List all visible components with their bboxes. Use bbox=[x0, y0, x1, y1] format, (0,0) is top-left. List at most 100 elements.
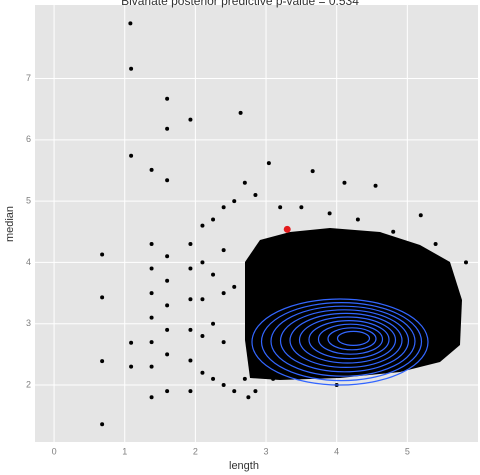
observed-point bbox=[283, 225, 291, 233]
point bbox=[149, 395, 154, 400]
point bbox=[266, 161, 271, 166]
point bbox=[165, 389, 170, 394]
point bbox=[221, 248, 226, 253]
point bbox=[165, 327, 170, 332]
point bbox=[355, 217, 360, 222]
point bbox=[129, 340, 134, 345]
x-tick-label: 0 bbox=[52, 446, 57, 456]
chart-title: Bivariate posterior predictive p-value =… bbox=[121, 0, 359, 8]
point bbox=[373, 183, 378, 188]
contour bbox=[327, 327, 377, 351]
point bbox=[100, 252, 105, 257]
point bbox=[100, 295, 105, 300]
point bbox=[211, 376, 216, 381]
point bbox=[165, 126, 170, 131]
point bbox=[200, 260, 205, 265]
y-tick-label: 6 bbox=[26, 134, 31, 144]
point bbox=[188, 327, 193, 332]
point bbox=[149, 266, 154, 271]
point bbox=[165, 278, 170, 283]
point bbox=[440, 352, 445, 357]
point bbox=[310, 169, 315, 174]
point bbox=[149, 242, 154, 247]
contour bbox=[251, 298, 429, 386]
y-axis-label: median bbox=[4, 206, 16, 242]
point bbox=[232, 389, 237, 394]
point bbox=[200, 223, 205, 228]
y-tick-label: 3 bbox=[26, 318, 31, 328]
x-tick-label: 1 bbox=[122, 446, 127, 456]
point bbox=[165, 96, 170, 101]
point bbox=[246, 395, 251, 400]
point bbox=[221, 340, 226, 345]
point bbox=[149, 167, 154, 172]
contour bbox=[279, 309, 410, 373]
point bbox=[188, 297, 193, 302]
point bbox=[188, 242, 193, 247]
point bbox=[165, 352, 170, 357]
point bbox=[211, 321, 216, 326]
point bbox=[454, 321, 459, 326]
contour bbox=[289, 312, 403, 368]
point bbox=[200, 297, 205, 302]
point bbox=[221, 291, 226, 296]
point bbox=[418, 213, 423, 218]
point bbox=[253, 193, 258, 197]
y-tick-label: 7 bbox=[26, 73, 31, 83]
point bbox=[242, 376, 247, 381]
y-tick-label: 2 bbox=[26, 379, 31, 389]
point bbox=[165, 254, 170, 259]
x-tick-label: 3 bbox=[264, 446, 269, 456]
point bbox=[188, 358, 193, 363]
x-tick-label: 4 bbox=[334, 446, 339, 456]
points bbox=[100, 21, 468, 427]
y-tick-label: 5 bbox=[26, 196, 31, 206]
point bbox=[188, 117, 193, 122]
x-tick-label: 2 bbox=[193, 446, 198, 456]
point bbox=[433, 242, 438, 247]
point bbox=[221, 205, 226, 210]
point bbox=[200, 333, 205, 338]
contour bbox=[298, 316, 397, 364]
point bbox=[165, 178, 170, 183]
point bbox=[299, 205, 304, 210]
x-tick-label: 5 bbox=[405, 446, 410, 456]
point bbox=[100, 359, 105, 364]
point bbox=[149, 291, 154, 296]
contour bbox=[317, 323, 384, 355]
point bbox=[129, 66, 134, 71]
contour bbox=[308, 320, 390, 360]
point bbox=[129, 364, 134, 369]
point bbox=[188, 389, 193, 394]
point bbox=[188, 266, 193, 271]
point bbox=[165, 303, 170, 308]
point bbox=[327, 211, 332, 216]
point bbox=[463, 260, 468, 265]
point bbox=[232, 284, 237, 289]
point bbox=[242, 180, 247, 185]
density-contours bbox=[251, 298, 429, 386]
x-axis-label: length bbox=[229, 460, 259, 472]
contour bbox=[270, 305, 416, 377]
point bbox=[149, 340, 154, 345]
point bbox=[149, 364, 154, 369]
grid bbox=[35, 5, 478, 442]
point bbox=[211, 272, 216, 277]
point bbox=[278, 205, 283, 210]
point bbox=[238, 110, 243, 115]
point bbox=[342, 180, 347, 185]
dense-cloud bbox=[245, 228, 462, 380]
point bbox=[200, 370, 205, 375]
point bbox=[211, 217, 216, 222]
contour bbox=[260, 302, 423, 382]
point bbox=[129, 153, 134, 158]
point bbox=[232, 199, 237, 204]
point bbox=[271, 376, 276, 381]
contour bbox=[336, 330, 371, 346]
y-tick-label: 4 bbox=[26, 257, 31, 267]
point bbox=[100, 422, 105, 427]
point bbox=[221, 383, 226, 387]
point bbox=[391, 229, 396, 234]
point bbox=[149, 315, 154, 320]
